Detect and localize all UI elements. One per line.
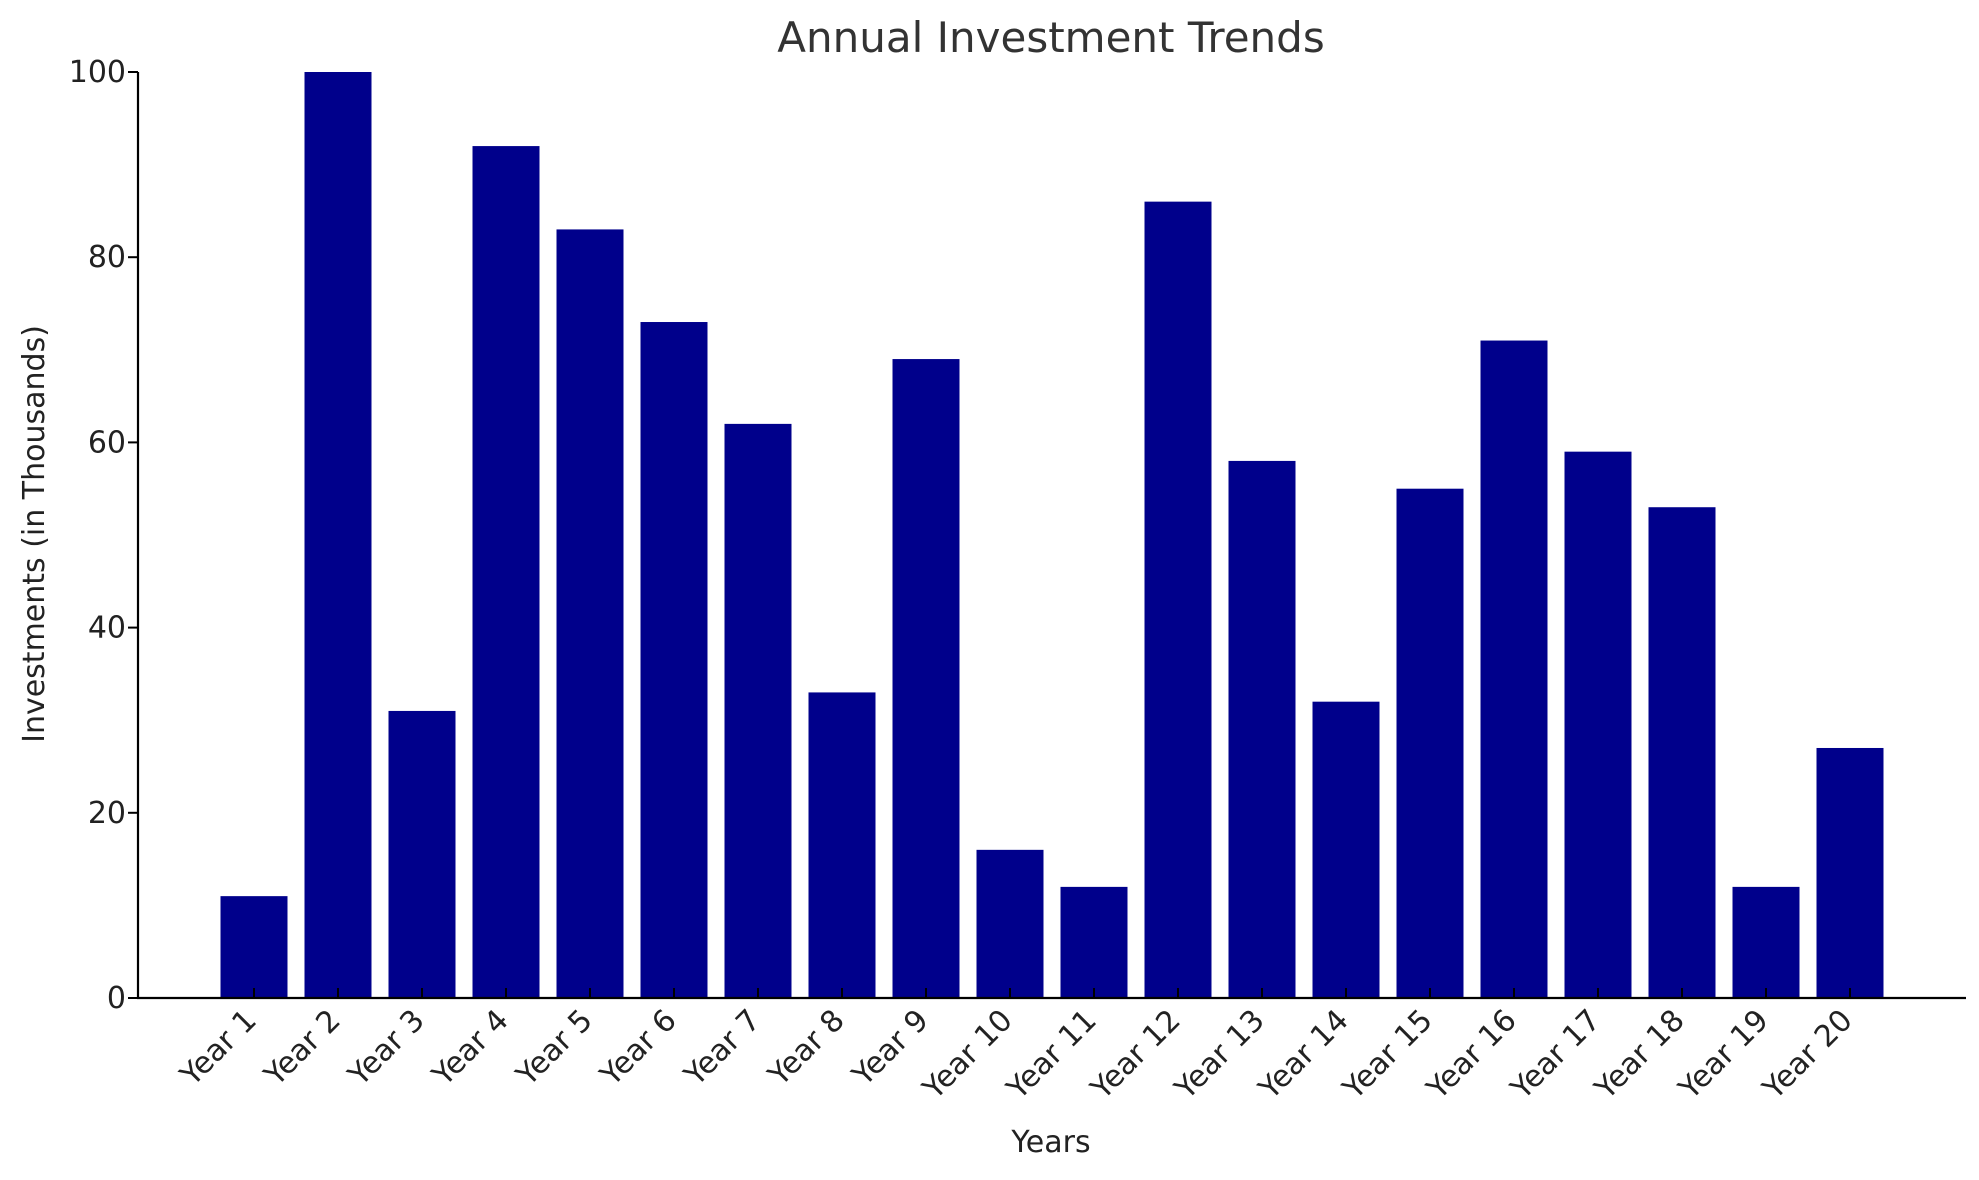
bar-13	[1228, 460, 1296, 998]
bar-7	[724, 423, 792, 998]
bar-18	[1648, 507, 1716, 998]
x-tick-label: Year 14	[1252, 1003, 1356, 1107]
bar-14	[1312, 701, 1380, 998]
bar-16	[1480, 340, 1548, 998]
bar-group	[220, 72, 1884, 999]
x-tick-label: Year 17	[1504, 1003, 1608, 1107]
y-tick-label: 60	[88, 425, 126, 460]
x-tick-label: Year 15	[1336, 1003, 1440, 1107]
bar-9	[892, 359, 960, 998]
y-tick-label: 20	[88, 796, 126, 831]
bar-10	[976, 849, 1044, 998]
bar-17	[1564, 451, 1632, 998]
chart-title: Annual Investment Trends	[777, 13, 1324, 62]
x-tick-label: Year 3	[341, 1003, 432, 1094]
x-tick-label: Year 12	[1084, 1003, 1188, 1107]
y-tick-label: 100	[69, 55, 126, 90]
x-tick-label: Year 16	[1420, 1003, 1524, 1107]
bar-19	[1732, 886, 1800, 998]
bar-6	[640, 322, 708, 998]
y-tick-label: 40	[88, 611, 126, 646]
x-tick-label: Year 5	[509, 1003, 600, 1094]
x-tick-label: Year 2	[257, 1003, 348, 1094]
x-tick-label: Year 19	[1672, 1003, 1776, 1107]
x-tick-label: Year 4	[425, 1003, 516, 1094]
x-tick-label: Year 1	[173, 1003, 264, 1094]
bar-4	[472, 146, 540, 998]
bar-5	[556, 229, 624, 999]
x-tick-label: Year 10	[916, 1003, 1020, 1107]
x-tick-label: Year 7	[677, 1003, 768, 1094]
y-axis-ticks: 0 20 40 60 80 100	[69, 55, 138, 1016]
x-tick-label: Year 13	[1168, 1003, 1272, 1107]
x-tick-label: Year 18	[1588, 1003, 1692, 1107]
bar-8	[808, 692, 876, 998]
x-tick-label: Year 6	[593, 1003, 684, 1094]
bar-11	[1060, 886, 1128, 998]
bar-12	[1144, 201, 1212, 998]
bar-20	[1816, 747, 1884, 998]
x-axis-label: Years	[1010, 1125, 1090, 1160]
x-tick-label: Year 11	[1000, 1003, 1104, 1107]
y-axis-label: Investments (in Thousands)	[17, 325, 52, 743]
y-tick-label: 80	[88, 240, 126, 275]
x-tick-label: Year 20	[1756, 1003, 1860, 1107]
y-tick-label: 0	[107, 981, 126, 1016]
x-tick-label: Year 8	[761, 1003, 852, 1094]
bar-1	[220, 896, 288, 998]
bar-15	[1396, 488, 1464, 998]
bar-3	[388, 710, 456, 998]
bar-2	[304, 72, 372, 998]
